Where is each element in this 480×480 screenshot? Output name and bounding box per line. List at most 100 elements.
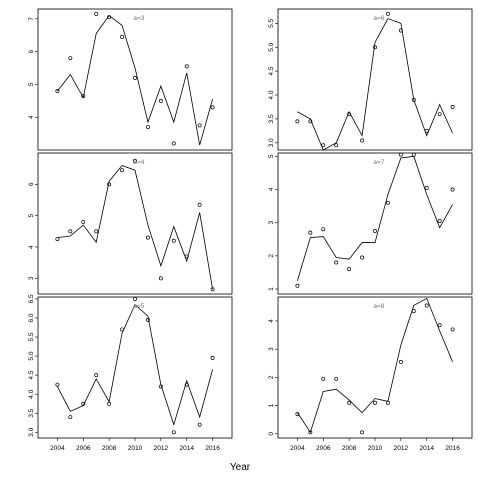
data-point (334, 143, 339, 148)
data-point (55, 237, 60, 242)
y-tick-label: 1 (268, 403, 275, 407)
x-tick-label: 2010 (368, 445, 383, 452)
data-point (55, 382, 60, 387)
data-point (133, 296, 137, 301)
panel-frame (37, 152, 233, 295)
data-point (321, 376, 326, 381)
y-tick-label: 4.5 (268, 66, 275, 75)
y-tick-label: 0 (268, 432, 275, 436)
data-point (158, 276, 163, 281)
data-point (411, 152, 416, 157)
panel-frame (277, 296, 473, 439)
y-tick-label: 5.5 (28, 332, 35, 341)
data-point (107, 182, 112, 187)
data-point (334, 376, 339, 381)
y-tick-label: 4 (28, 245, 35, 249)
data-point (450, 187, 455, 192)
data-point (210, 287, 215, 292)
data-point (184, 64, 189, 69)
panel-label: a=3 (133, 15, 144, 22)
data-point (184, 254, 189, 259)
data-point (81, 401, 86, 406)
panel-6: 0 1 2 3 4 2004 2006 2008 2010 2012 2014 2016 a=8 (268, 296, 473, 452)
data-point (107, 15, 112, 20)
data-point (437, 219, 442, 223)
y-tick-label: 4 (28, 115, 35, 119)
data-point (55, 89, 60, 93)
x-tick-label: 2006 (76, 445, 91, 452)
y-tick-label: 6 (28, 182, 35, 186)
panel-5: 1 2 3 4 5 a=7 (268, 152, 473, 295)
data-point (373, 45, 377, 50)
y-tick-label: 4.5 (28, 370, 35, 379)
x-tick-label: 2006 (316, 445, 331, 452)
y-tick-label: 6 (28, 49, 35, 53)
x-tick-label: 2014 (179, 445, 194, 452)
fitted-line (57, 303, 213, 427)
y-tick-label: 3 (268, 347, 275, 351)
data-point (321, 143, 326, 148)
data-point (424, 303, 429, 308)
data-point (437, 323, 442, 328)
y-tick-label: 7 (28, 17, 35, 21)
data-point (107, 401, 112, 406)
fitted-line (297, 18, 453, 151)
data-point (145, 235, 150, 240)
y-tick-label: 6.0 (28, 313, 35, 322)
y-tick-label: 5 (268, 154, 275, 158)
y-tick-label: 2 (268, 254, 275, 258)
panel-1: 4 5 6 7 a=3 (28, 8, 233, 151)
panel-2: 3 4 5 6 a=4 (28, 152, 233, 295)
data-point (133, 75, 137, 80)
panel-label: a=5 (133, 303, 144, 310)
data-point (360, 255, 365, 260)
data-point (424, 185, 429, 190)
y-tick-label: 1 (268, 287, 275, 291)
panel-frame (277, 152, 473, 295)
data-point (308, 230, 313, 235)
fitted-line (57, 14, 213, 146)
data-point (295, 412, 300, 416)
panel-frame (37, 8, 233, 151)
data-point (385, 400, 390, 405)
data-point (373, 229, 377, 233)
fitted-line (297, 297, 453, 434)
y-tick-label: 6.5 (28, 294, 35, 303)
panel-frame (277, 8, 473, 151)
data-point (360, 138, 365, 143)
y-tick-label: 3.0 (28, 427, 35, 436)
fitted-line (57, 165, 213, 290)
data-point (398, 359, 403, 364)
x-tick-label: 2004 (50, 445, 65, 452)
data-point (385, 200, 390, 205)
fitted-line (297, 155, 453, 281)
x-tick-label: 2012 (394, 445, 409, 452)
data-point (94, 11, 99, 16)
panel-label: a=7 (373, 159, 384, 166)
y-tick-label: 5.5 (268, 18, 275, 27)
data-point (385, 11, 390, 16)
y-tick-label: 3.5 (28, 408, 35, 417)
data-point (68, 415, 73, 419)
data-point (308, 119, 313, 124)
data-point (210, 356, 215, 360)
x-tick-label: 2012 (154, 445, 169, 452)
x-tick-label: 2014 (419, 445, 434, 452)
data-point (334, 260, 339, 265)
panel-frame (37, 296, 233, 439)
x-axis-title: Year (230, 462, 251, 473)
y-tick-label: 5.0 (268, 42, 275, 51)
data-point (171, 141, 176, 146)
y-tick-label: 3.0 (268, 138, 275, 147)
data-point (411, 309, 416, 314)
data-point (68, 229, 73, 234)
data-point (373, 400, 377, 405)
x-tick-label: 2010 (128, 445, 143, 452)
y-tick-label: 4.0 (268, 90, 275, 99)
data-point (398, 28, 403, 33)
data-point (197, 123, 202, 128)
data-point (450, 105, 455, 109)
y-tick-label: 5 (28, 213, 35, 217)
